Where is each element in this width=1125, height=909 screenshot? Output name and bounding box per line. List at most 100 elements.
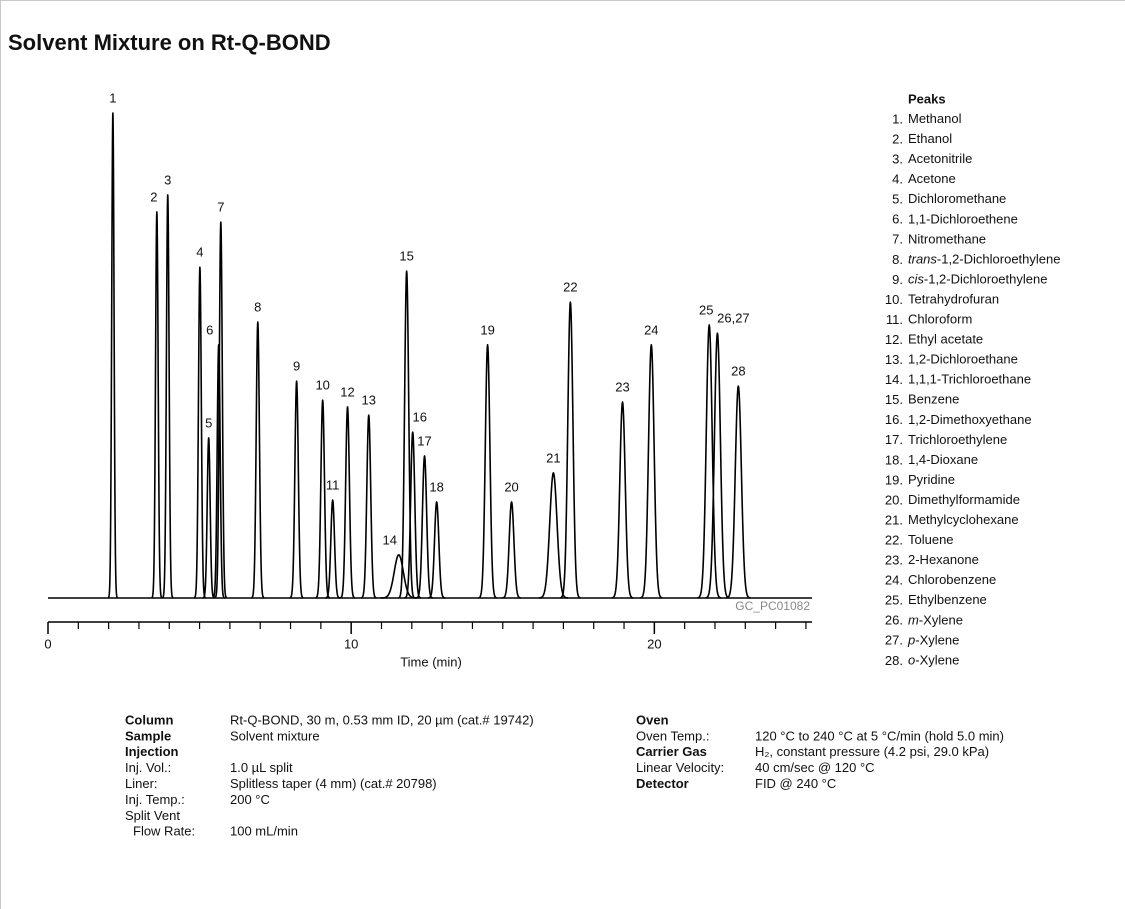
legend-name-text: Ethanol [908,131,952,146]
legend-name-text: Pyridine [908,472,955,487]
legend-name: Dichloromethane [908,192,1006,207]
legend-name: Methylcyclohexane [908,512,1019,527]
legend-number: 7. [892,232,903,247]
legend-name: Acetonitrile [908,152,972,167]
peak [611,401,634,599]
peak-label: 22 [563,280,577,295]
peak [339,406,356,599]
x-tick-label: 0 [44,636,51,651]
condition-value: 120 °C to 240 °C at 5 °C/min (hold 5.0 m… [755,728,1004,743]
condition-value: 40 cm/sec @ 120 °C [755,760,875,775]
legend-number: 11. [886,312,903,327]
legend-name-text: -Xylene [915,653,959,668]
legend-name: 1,2-Dichloroethane [908,352,1018,367]
peak [415,455,434,599]
x-tick-label: 10 [344,636,358,651]
legend-name: Ethyl acetate [908,332,983,347]
x-tick-label: 20 [647,636,661,651]
peak-label: 5 [205,415,212,430]
peak-label: 7 [217,200,224,215]
legend-name: Acetone [908,172,956,187]
condition-value: 1.0 µL split [230,760,293,775]
legend-name-italic: cis [908,272,924,287]
peak-label: 14 [383,532,397,547]
legend-name: Chlorobenzene [908,573,996,588]
legend-number: 24. [885,573,903,588]
peak-label: 2 [150,189,157,204]
peak-label: 16 [412,410,426,425]
condition-label: Inj. Vol.: [125,760,171,775]
x-axis-label: Time (min) [400,654,462,669]
legend-number: 10. [885,292,903,307]
peak [427,501,446,599]
peak [214,221,228,599]
peak-label: 6 [206,322,213,337]
legend-number: 17. [885,432,903,447]
legend-title: Peaks [908,91,946,106]
legend-name: 1,1-Dichloroethene [908,212,1018,227]
peak-label: 8 [254,299,261,314]
condition-label: Split Vent [125,808,180,823]
legend-name: trans-1,2-Dichloroethylene [908,252,1060,267]
peak-label: 19 [480,322,494,337]
legend-name-italic: p [907,633,915,648]
condition-label: Sample [125,728,171,743]
peak-label: 25 [699,302,713,317]
legend-name-italic: o [908,653,915,668]
legend-number: 25. [885,593,903,608]
peak-label: 21 [546,450,560,465]
legend-name-text: 1,4-Dioxane [908,452,978,467]
legend-name-text: Trichloroethylene [908,432,1007,447]
chromatogram-code: GC_PC01082 [735,599,810,613]
legend-number: 12. [885,332,903,347]
peak [360,414,378,599]
peak-label: 9 [293,359,300,374]
peak [397,270,416,599]
legend-number: 4. [892,172,903,187]
legend-number: 16. [885,412,903,427]
condition-label: Carrier Gas [636,744,707,759]
legend-name: o-Xylene [908,653,959,668]
peak-label: 13 [362,393,376,408]
condition-label: Linear Velocity: [636,760,724,775]
legend-name: Tetrahydrofuran [908,292,999,307]
peak [107,112,119,599]
legend-name-text: Ethylbenzene [908,593,987,608]
legend-name: p-Xylene [907,633,959,648]
title: Solvent Mixture on Rt-Q-BOND [8,30,331,55]
condition-value: 200 °C [230,792,270,807]
legend-name: 1,2-Dimethoxyethane [908,412,1032,427]
legend-number: 1. [892,111,903,126]
legend-name: Nitromethane [908,232,986,247]
legend-name: Ethanol [908,131,952,146]
legend-number: 3. [892,152,903,167]
legend-name-text: 1,2-Dichloroethane [908,352,1018,367]
legend-name-text: Acetonitrile [908,152,972,167]
peak-label: 4 [196,245,203,260]
peak-label: 18 [429,479,443,494]
condition-value: Splitless taper (4 mm) (cat.# 20798) [230,776,437,791]
condition-value: H₂, constant pressure (4.2 psi, 29.0 kPa… [755,744,989,759]
legend-number: 2. [892,131,903,146]
legend-name-italic: m [908,613,919,628]
legend-name: Dimethylformamide [908,492,1020,507]
legend-number: 23. [885,553,903,568]
legend-name-text: Nitromethane [908,232,986,247]
legend-number: 19. [885,472,903,487]
legend-name-text: Ethyl acetate [908,332,983,347]
peak-label: 1 [109,90,116,105]
legend-number: 13. [885,352,903,367]
peak [314,399,331,599]
legend-name-text: 1,2-Dimethoxyethane [908,412,1032,427]
peak [725,385,751,599]
condition-value: Solvent mixture [230,728,320,743]
peak [289,380,305,599]
peak [559,301,581,599]
legend-name-text: 2-Hexanone [908,553,979,568]
peak [403,431,422,599]
peak [161,194,174,599]
condition-value: 100 mL/min [230,824,298,839]
peak-label: 20 [504,479,518,494]
condition-label: Oven [636,712,669,727]
